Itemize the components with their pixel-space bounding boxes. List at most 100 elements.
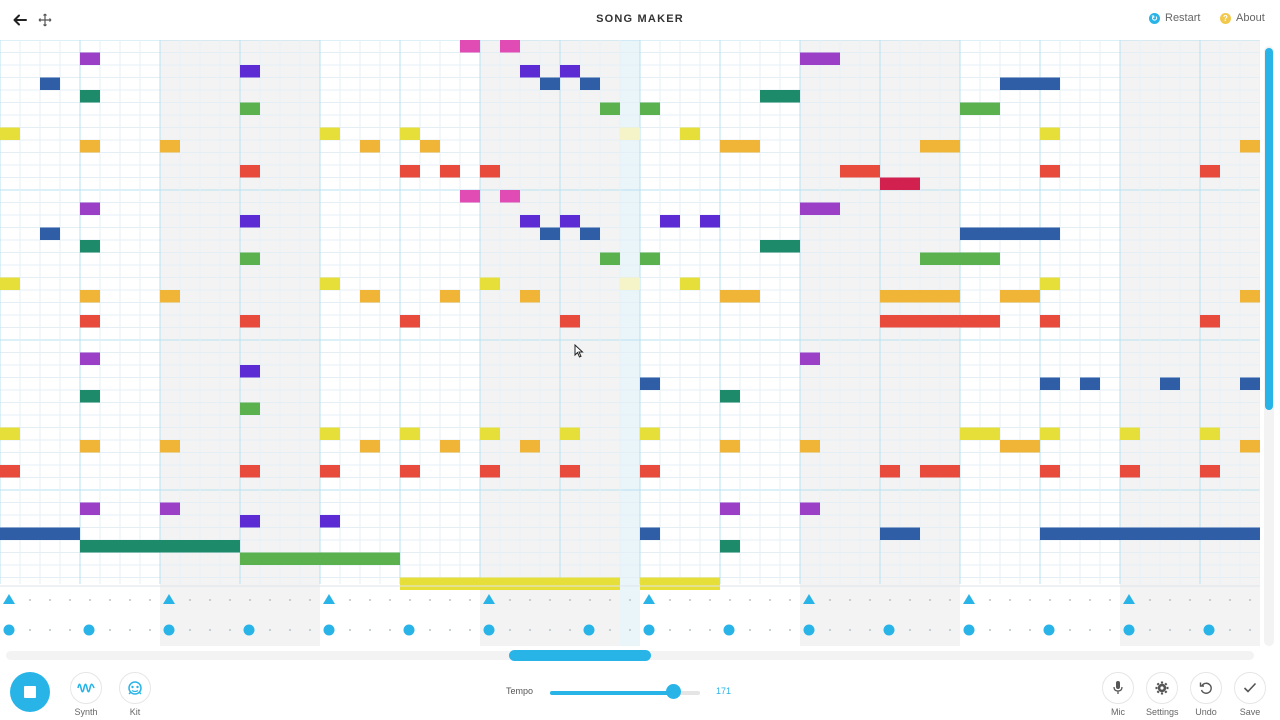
note-grid-canvas[interactable] [0,40,1260,646]
note-cell[interactable] [1040,527,1260,541]
song-grid[interactable] [0,40,1260,646]
note-cell[interactable] [1000,77,1060,91]
note-cell[interactable] [320,427,340,441]
note-cell[interactable] [880,290,960,303]
note-cell[interactable] [800,502,820,516]
note-cell[interactable] [680,277,700,291]
note-cell[interactable] [560,65,580,78]
note-cell[interactable] [480,277,500,291]
kit-button[interactable]: Kit [119,672,151,717]
note-cell[interactable] [600,102,620,116]
note-cell[interactable] [640,427,660,441]
note-cell[interactable] [1120,427,1140,441]
note-cell[interactable] [1240,377,1260,391]
note-cell[interactable] [1000,290,1040,303]
note-cell[interactable] [1040,377,1060,391]
note-cell[interactable] [640,577,720,591]
note-cell[interactable] [1040,277,1060,291]
note-cell[interactable] [620,127,640,141]
note-percussion-circle[interactable] [583,624,595,636]
note-cell[interactable] [720,290,760,303]
note-cell[interactable] [880,315,1000,328]
note-cell[interactable] [480,427,500,441]
note-cell[interactable] [1200,165,1220,178]
note-cell[interactable] [1000,440,1040,453]
note-cell[interactable] [620,277,640,291]
note-cell[interactable] [500,40,520,53]
note-cell[interactable] [360,290,380,303]
note-cell[interactable] [80,140,100,153]
note-cell[interactable] [800,202,840,216]
note-cell[interactable] [800,352,820,366]
note-cell[interactable] [360,140,380,153]
note-percussion-circle[interactable] [83,624,95,636]
note-percussion-circle[interactable] [3,624,15,636]
note-cell[interactable] [720,140,760,153]
note-cell[interactable] [560,427,580,441]
note-percussion-circle[interactable] [1043,624,1055,636]
note-cell[interactable] [1040,165,1060,178]
note-cell[interactable] [320,515,340,528]
note-percussion-triangle[interactable] [3,594,15,604]
note-cell[interactable] [240,252,260,266]
note-cell[interactable] [240,65,260,78]
note-cell[interactable] [720,502,740,516]
note-cell[interactable] [500,190,520,203]
note-cell[interactable] [480,165,500,178]
note-cell[interactable] [240,165,260,178]
settings-button[interactable]: Settings [1146,672,1179,717]
note-percussion-circle[interactable] [963,624,975,636]
restart-link[interactable]: ↻ Restart [1149,12,1200,24]
note-cell[interactable] [1040,127,1060,141]
note-cell[interactable] [80,52,100,66]
note-cell[interactable] [640,252,660,266]
note-cell[interactable] [1040,315,1060,328]
note-cell[interactable] [80,202,100,216]
note-cell[interactable] [40,227,60,241]
note-cell[interactable] [400,427,420,441]
note-percussion-triangle[interactable] [963,594,975,604]
note-cell[interactable] [660,215,680,228]
note-cell[interactable] [800,440,820,453]
note-cell[interactable] [240,102,260,116]
note-percussion-circle[interactable] [723,624,735,636]
note-cell[interactable] [540,77,560,91]
note-percussion-triangle[interactable] [1123,594,1135,604]
note-percussion-circle[interactable] [403,624,415,636]
note-cell[interactable] [640,527,660,541]
note-cell[interactable] [1040,427,1060,441]
note-cell[interactable] [400,577,620,591]
note-cell[interactable] [880,465,900,478]
note-cell[interactable] [1160,377,1180,391]
note-cell[interactable] [1040,465,1060,478]
undo-button[interactable]: Undo [1190,672,1222,717]
note-cell[interactable] [1200,465,1220,478]
note-percussion-circle[interactable] [803,624,815,636]
note-cell[interactable] [1200,315,1220,328]
note-cell[interactable] [400,315,420,328]
note-cell[interactable] [80,315,100,328]
note-cell[interactable] [1080,377,1100,391]
note-cell[interactable] [1200,427,1220,441]
note-cell[interactable] [960,427,1000,441]
note-cell[interactable] [640,102,660,116]
back-button[interactable] [8,8,32,32]
note-cell[interactable] [920,465,960,478]
note-cell[interactable] [240,365,260,378]
note-percussion-triangle[interactable] [643,594,655,604]
note-cell[interactable] [240,552,400,566]
note-cell[interactable] [0,527,80,541]
note-cell[interactable] [320,277,340,291]
note-cell[interactable] [580,77,600,91]
synth-button[interactable]: Synth [70,672,102,717]
vertical-scrollbar-thumb[interactable] [1265,48,1273,410]
move-button[interactable] [33,8,57,32]
note-cell[interactable] [700,215,720,228]
note-cell[interactable] [760,90,800,103]
note-cell[interactable] [80,352,100,366]
note-cell[interactable] [440,165,460,178]
note-cell[interactable] [400,165,420,178]
note-cell[interactable] [680,127,700,141]
note-cell[interactable] [560,215,580,228]
note-cell[interactable] [240,215,260,228]
